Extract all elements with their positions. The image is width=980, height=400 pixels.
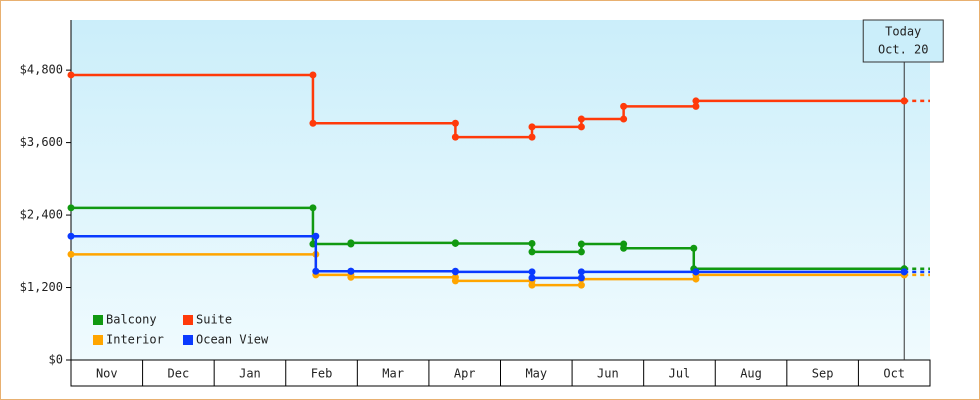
point (312, 232, 320, 240)
point (692, 102, 700, 110)
point (620, 244, 628, 252)
point (312, 267, 320, 275)
x-tick-label: Jan (239, 367, 261, 381)
x-tick-label: May (525, 367, 547, 381)
point (528, 268, 536, 276)
point (67, 250, 75, 258)
x-tick-label: Sep (812, 367, 834, 381)
point (451, 133, 459, 141)
x-tick-label: Feb (311, 367, 333, 381)
plot-area (71, 20, 930, 360)
point (528, 239, 536, 247)
x-tick-label: Jul (669, 367, 691, 381)
point (577, 123, 585, 131)
y-tick-label: $0 (49, 353, 63, 367)
x-tick-label: Aug (740, 367, 762, 381)
x-tick-label: Mar (382, 367, 404, 381)
point (620, 115, 628, 123)
point (451, 119, 459, 127)
point (67, 232, 75, 240)
y-tick-label: $4,800 (20, 63, 63, 77)
y-tick-label: $1,200 (20, 280, 63, 294)
legend-swatch (183, 335, 193, 345)
point (577, 268, 585, 276)
legend-label: Suite (196, 313, 232, 327)
x-tick-label: Oct (883, 367, 905, 381)
today-label: Today (885, 25, 921, 39)
point (451, 268, 459, 276)
legend-label: Interior (106, 333, 164, 347)
legend-label: Ocean View (196, 333, 269, 347)
point (577, 240, 585, 248)
legend-label: Balcony (106, 313, 157, 327)
legend-swatch (183, 315, 193, 325)
legend-swatch (93, 315, 103, 325)
x-tick-label: Dec (168, 367, 190, 381)
point (67, 204, 75, 212)
x-tick-label: Nov (96, 367, 118, 381)
point (451, 277, 459, 285)
y-tick-label: $2,400 (20, 208, 63, 222)
point (620, 102, 628, 110)
point (528, 281, 536, 289)
point (528, 133, 536, 141)
point (528, 274, 536, 282)
point (451, 239, 459, 247)
point (690, 244, 698, 252)
point (309, 71, 317, 79)
point (577, 281, 585, 289)
point (577, 274, 585, 282)
point (900, 268, 908, 276)
point (309, 119, 317, 127)
legend-swatch (93, 335, 103, 345)
point (692, 268, 700, 276)
point (309, 204, 317, 212)
x-tick-label: Jun (597, 367, 619, 381)
point (577, 115, 585, 123)
point (67, 71, 75, 79)
point (900, 97, 908, 105)
point (347, 273, 355, 281)
x-tick-label: Apr (454, 367, 476, 381)
point (528, 123, 536, 131)
today-label: Oct. 20 (878, 43, 929, 57)
point (528, 248, 536, 256)
point (692, 97, 700, 105)
y-tick-label: $3,600 (20, 135, 63, 149)
point (577, 248, 585, 256)
point (347, 267, 355, 275)
point (347, 239, 355, 247)
today-box (862, 19, 944, 63)
